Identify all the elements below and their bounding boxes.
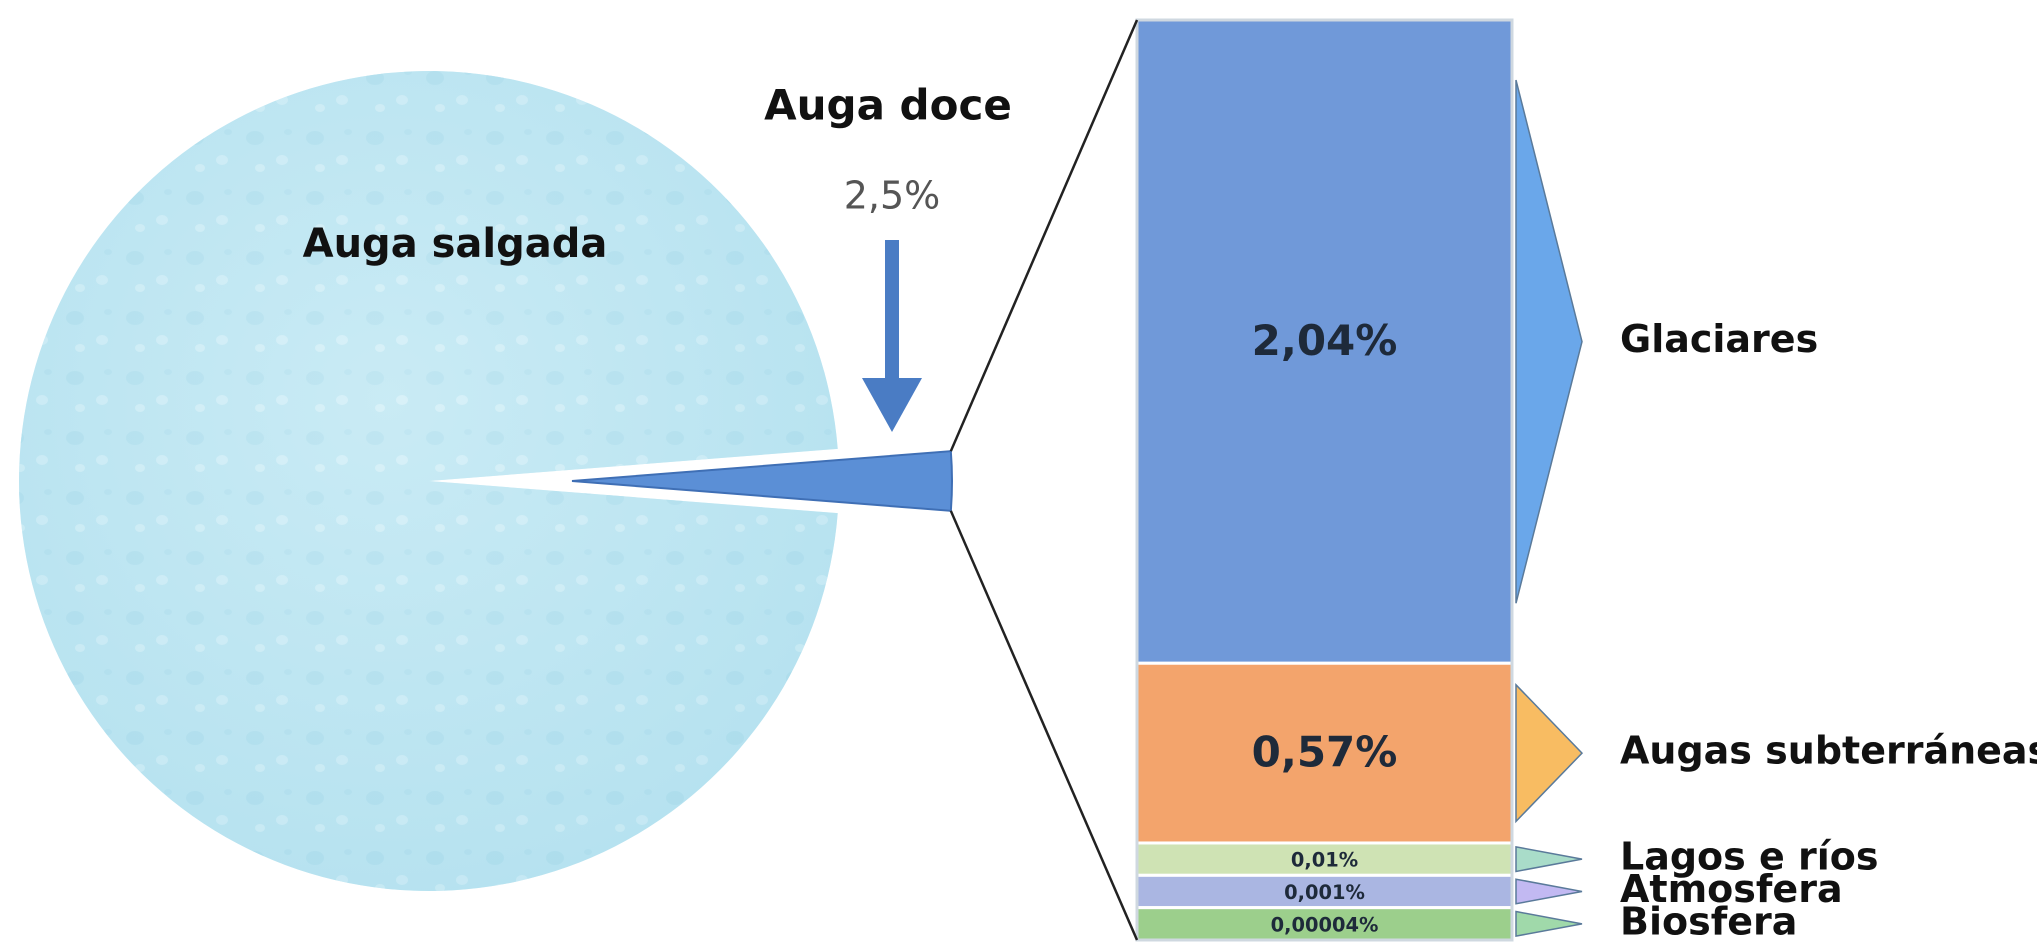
category-label: Auga doce [764, 81, 1012, 130]
legend-label: Glaciares [1620, 317, 1818, 361]
category-label: Auga salgada [303, 221, 608, 267]
arrow-shaft [885, 240, 899, 380]
pointer [1515, 878, 1583, 905]
legend-label: Lagos e ríos [1620, 835, 1879, 879]
bar-frame [1135, 18, 1514, 942]
arrow-head [862, 378, 922, 432]
legend-label: Biosfera [1620, 899, 1797, 943]
data-label: 0,57% [1252, 728, 1398, 777]
bar-segment [1135, 841, 1514, 877]
bar-segment [1135, 661, 1514, 845]
legend-label: Augas subterráneas [1620, 729, 2037, 773]
legend-label: Atmosfera [1620, 867, 1843, 911]
data-label: 0,00004% [1271, 913, 1379, 936]
data-label: 2,04% [1252, 316, 1398, 365]
pie-slice [571, 450, 954, 512]
pie-shade [19, 71, 838, 892]
pointer [1515, 682, 1584, 824]
data-label: 0,001% [1284, 881, 1365, 904]
pointer [1515, 910, 1583, 938]
pointer [1515, 845, 1583, 873]
value-label: 2,5% [844, 174, 941, 218]
pointer [1515, 79, 1583, 604]
data-label: 0,01% [1291, 849, 1358, 872]
connector [949, 19, 1139, 452]
chart-layer: Auga salgada Auga doce 2,5% 2,04% Glaciares 0… [19, 18, 2037, 943]
connector [949, 510, 1139, 941]
